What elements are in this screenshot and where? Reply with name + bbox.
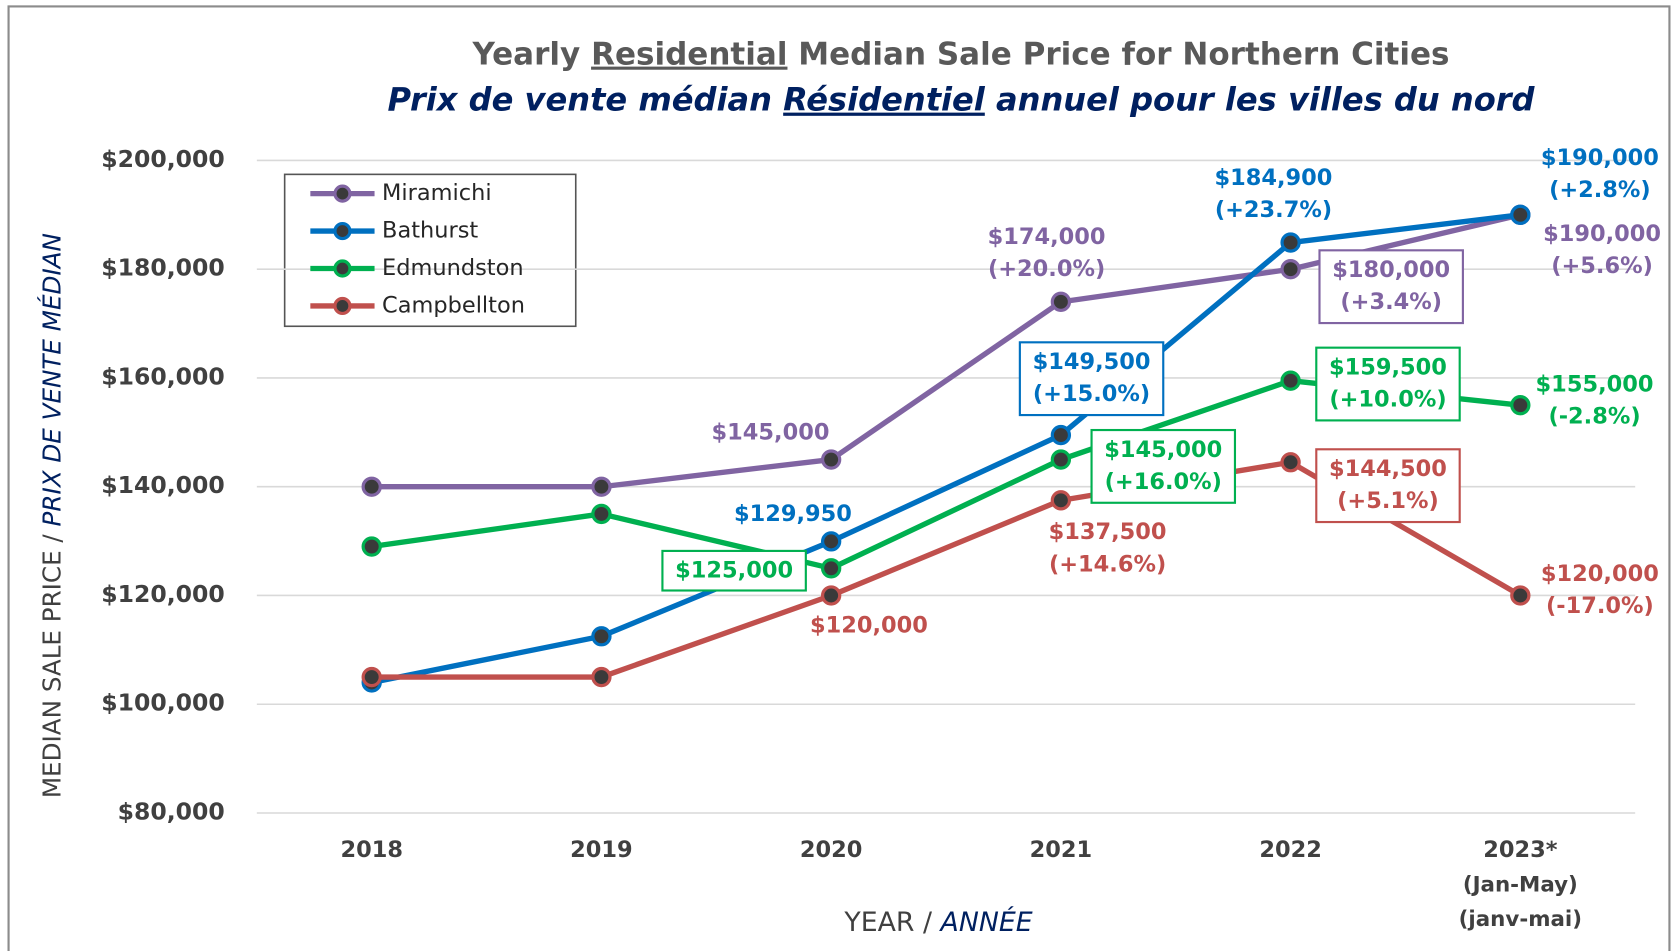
change-label: (+15.0%)	[1033, 381, 1150, 407]
legend-marker	[333, 184, 352, 203]
point	[1050, 490, 1072, 511]
change-label: (+16.0%)	[1105, 469, 1222, 495]
data-label: $190,000	[1541, 145, 1659, 171]
y-axis-title: MEDIAN SALE PRICE / PRIX DE VENTE MÉDIAN	[38, 233, 67, 798]
x-tick-label: 2019	[570, 837, 633, 863]
data-label: $145,000	[1104, 437, 1222, 463]
change-label: (+14.6%)	[1049, 551, 1166, 577]
legend-marker	[333, 221, 352, 241]
data-label: $129,950	[734, 501, 852, 527]
change-label: (-17.0%)	[1546, 593, 1654, 619]
y-tick-label: $120,000	[101, 580, 224, 608]
y-tick-label: $140,000	[101, 471, 224, 499]
label-box	[1018, 341, 1165, 417]
y-tick-label: $80,000	[118, 798, 225, 826]
point	[1050, 291, 1072, 313]
chart-title: Yearly Residential Median Sale Price for…	[472, 37, 1450, 73]
y-tick-label: $100,000	[101, 689, 224, 717]
point	[1510, 204, 1531, 226]
data-label: $190,000	[1543, 221, 1661, 247]
data-label: $145,000	[712, 420, 830, 446]
legend-label: Edmundston	[382, 255, 524, 281]
y-tick-label: $200,000	[101, 145, 224, 173]
x-tick-label: 2022	[1259, 837, 1322, 863]
change-label: (+2.8%)	[1549, 177, 1651, 203]
data-label: $184,900	[1215, 165, 1333, 191]
data-label: $144,500	[1329, 456, 1447, 482]
point	[361, 536, 382, 557]
x-axis-title: YEAR / ANNÉE	[843, 906, 1032, 938]
point	[1050, 424, 1072, 446]
x-tick-note: (Jan-May)	[1463, 873, 1578, 898]
change-label: (+23.7%)	[1215, 197, 1332, 223]
point	[591, 503, 612, 525]
data-label: $125,000	[675, 558, 793, 584]
point	[1280, 452, 1301, 473]
x-tick-label: 2023*	[1483, 837, 1558, 863]
change-label: (+20.0%)	[988, 256, 1105, 282]
x-tick-label: 2020	[800, 837, 863, 863]
point	[1280, 259, 1301, 280]
data-label: $180,000	[1332, 257, 1450, 283]
label-box	[661, 549, 807, 592]
point	[820, 449, 842, 470]
data-label: $149,500	[1033, 349, 1151, 375]
y-tick-label: $160,000	[101, 362, 224, 390]
change-label: (+5.1%)	[1337, 488, 1439, 514]
label-box	[1315, 448, 1461, 524]
point	[1510, 395, 1531, 416]
change-label: (+10.0%)	[1329, 387, 1446, 413]
label-box	[1090, 428, 1237, 504]
point	[591, 626, 612, 647]
point	[820, 585, 842, 606]
x-tick-label: 2021	[1030, 837, 1093, 863]
change-label: (+3.4%)	[1340, 289, 1442, 315]
legend-box	[283, 173, 577, 328]
point	[1280, 370, 1301, 391]
point	[820, 531, 842, 552]
legend-label: Miramichi	[382, 180, 492, 206]
x-tick-label: 2018	[340, 837, 403, 863]
data-label: $155,000	[1536, 372, 1654, 398]
data-label: $159,500	[1329, 354, 1447, 380]
legend-marker	[333, 259, 352, 278]
data-label: $120,000	[810, 612, 928, 638]
legend-marker	[333, 296, 352, 316]
point	[591, 666, 612, 688]
point	[1280, 232, 1301, 253]
point	[361, 666, 382, 688]
legend-label: Bathurst	[382, 218, 478, 244]
data-label: $137,500	[1049, 519, 1167, 545]
x-tick-note: (janv-mai)	[1459, 907, 1582, 932]
y-tick-label: $180,000	[101, 254, 224, 282]
data-label: $174,000	[988, 224, 1106, 250]
chart-subtitle: Prix de vente médian Résidentiel annuel …	[387, 81, 1535, 119]
label-box	[1318, 249, 1464, 325]
point	[1050, 449, 1072, 470]
point	[820, 558, 842, 579]
point	[1510, 585, 1531, 606]
change-label: (+5.6%)	[1551, 253, 1653, 279]
data-label: $120,000	[1541, 561, 1659, 587]
point	[361, 476, 382, 497]
label-box	[1315, 346, 1461, 422]
point	[591, 476, 612, 497]
change-label: (-2.8%)	[1548, 404, 1640, 430]
series-line	[371, 212, 1521, 686]
legend-label: Campbellton	[382, 292, 525, 318]
